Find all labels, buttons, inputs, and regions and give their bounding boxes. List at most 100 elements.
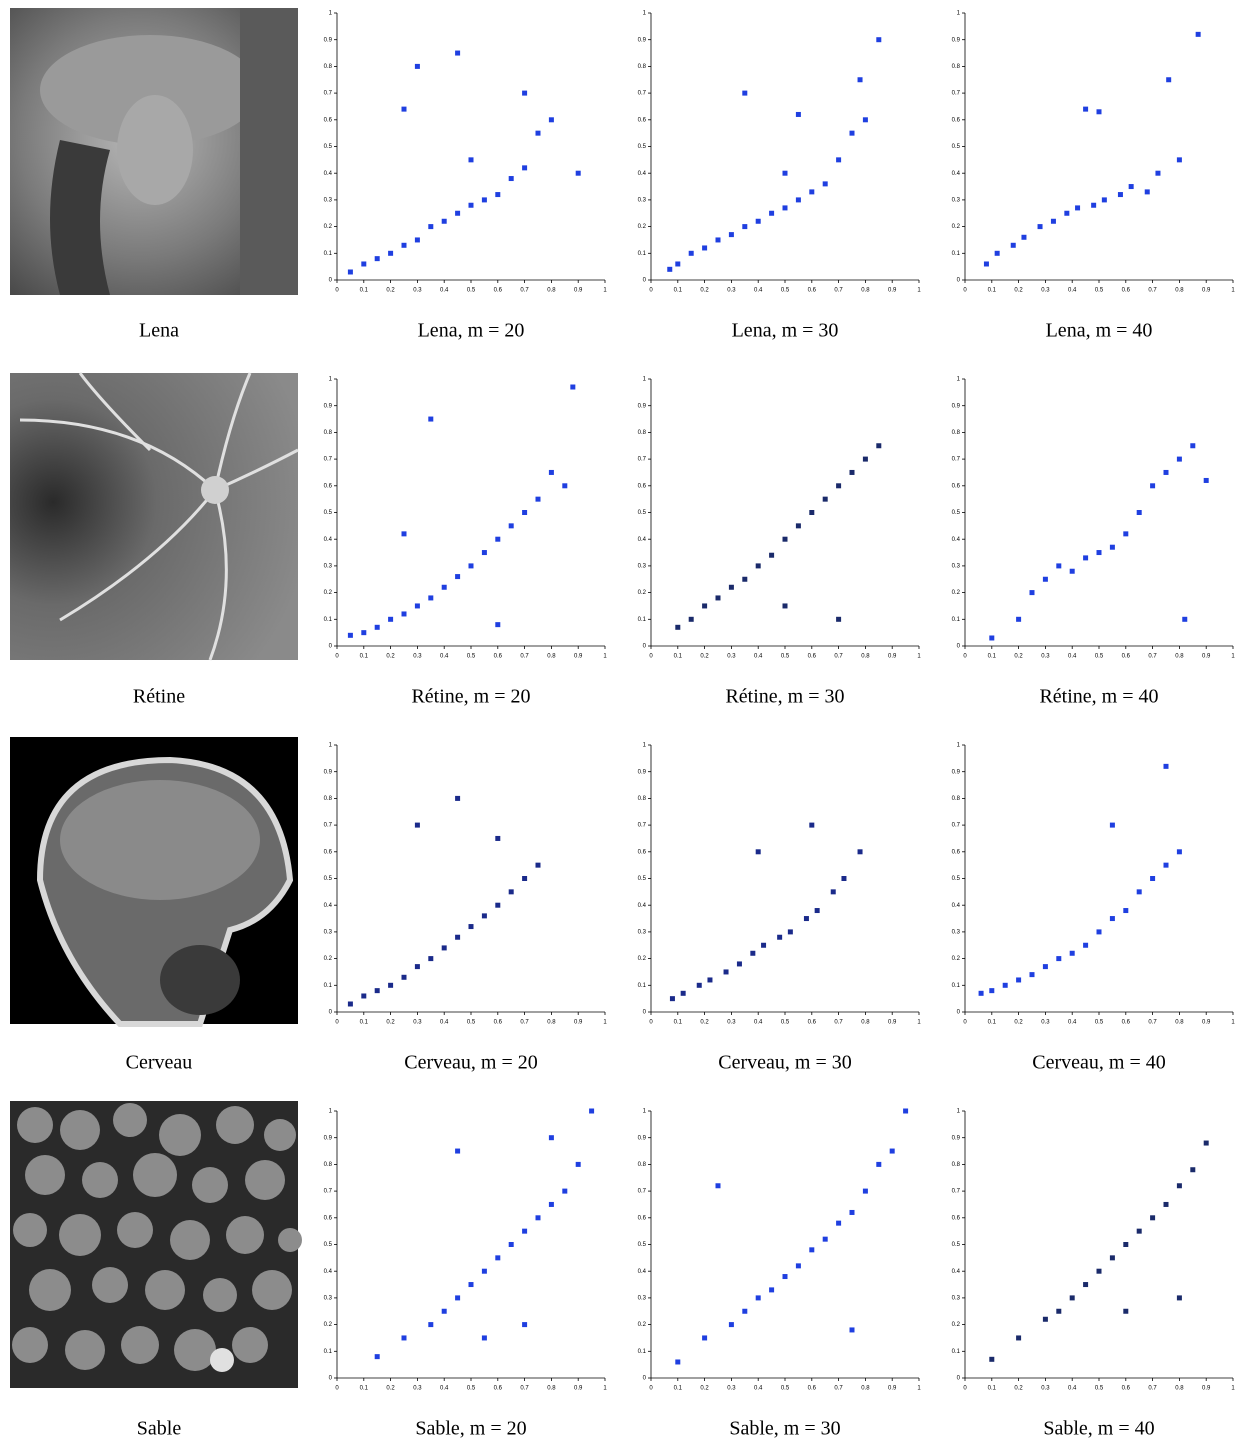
x-tick-label: 0.7 [1148, 1020, 1157, 1026]
point [862, 117, 868, 123]
point [715, 1183, 721, 1189]
x-tick-label: 0.2 [700, 1020, 709, 1026]
point [374, 1354, 380, 1360]
y-tick-label: 0 [329, 644, 333, 650]
point [1163, 1201, 1169, 1207]
point [414, 964, 420, 970]
point [1136, 510, 1142, 515]
x-tick-label: 0.4 [754, 654, 763, 660]
y-tick-label: 0 [329, 278, 333, 284]
point [508, 889, 514, 895]
x-tick-label: 0.6 [494, 1386, 503, 1392]
point [876, 37, 882, 43]
x-tick-label: 0.6 [1122, 1020, 1131, 1026]
point [889, 1148, 895, 1154]
x-tick-label: 0.6 [1122, 654, 1131, 660]
point [481, 197, 487, 203]
point [702, 1335, 708, 1341]
x-tick-label: 0.3 [413, 1020, 422, 1026]
y-tick-label: 0.5 [638, 876, 647, 882]
x-tick-label: 0.5 [781, 1386, 790, 1392]
point [1096, 1268, 1102, 1274]
point [755, 1295, 761, 1301]
y-tick-label: 0 [643, 644, 647, 650]
point [1069, 950, 1075, 956]
y-tick-label: 0.4 [324, 903, 333, 909]
x-tick-label: 1 [917, 654, 921, 660]
y-tick-label: 0.4 [952, 903, 961, 909]
point [803, 916, 809, 922]
point [1002, 982, 1008, 988]
plot-caption: Lena, m = 40 [1046, 320, 1153, 342]
y-tick-label: 0.4 [324, 171, 333, 177]
plot-caption: Sable, m = 20 [415, 1418, 526, 1438]
point [495, 902, 501, 908]
y-tick-label: 0.4 [638, 903, 647, 909]
y-tick-label: 0.1 [638, 983, 647, 989]
point [836, 157, 842, 163]
x-tick-label: 0.9 [888, 1386, 897, 1392]
y-tick-label: 0.2 [952, 956, 961, 962]
y-tick-label: 1 [957, 1109, 961, 1115]
point [522, 90, 528, 96]
y-tick-label: 0.3 [638, 1295, 647, 1301]
point [1123, 908, 1129, 914]
x-tick-label: 0.5 [781, 654, 790, 660]
point [1083, 555, 1089, 561]
x-tick-label: 0.6 [808, 1020, 817, 1026]
y-tick-label: 0.8 [952, 796, 961, 802]
point [1123, 1242, 1129, 1247]
x-tick-label: 0.6 [1122, 288, 1131, 294]
point [707, 977, 713, 983]
point [1123, 531, 1129, 537]
point [1109, 916, 1115, 922]
y-tick-label: 0.5 [638, 144, 647, 150]
point [1163, 862, 1169, 868]
x-tick-label: 0.9 [1202, 1386, 1211, 1392]
point [508, 1242, 514, 1247]
x-tick-label: 0.5 [1095, 288, 1104, 294]
x-tick-label: 0.6 [494, 1020, 503, 1026]
point [1166, 77, 1172, 83]
x-tick-label: 0.2 [386, 654, 395, 660]
point [849, 1327, 855, 1333]
point [455, 795, 461, 801]
x-tick-label: 1 [917, 1386, 921, 1392]
plot-caption: Rétine, m = 40 [1039, 686, 1158, 708]
point [495, 192, 501, 198]
y-tick-label: 0.5 [324, 1242, 333, 1248]
x-tick-label: 0.4 [754, 1386, 763, 1392]
y-tick-label: 0.3 [324, 929, 333, 935]
y-tick-label: 0 [643, 278, 647, 284]
x-tick-label: 0.1 [674, 288, 683, 294]
y-tick-label: 0.5 [952, 876, 961, 882]
y-tick-label: 0.8 [324, 430, 333, 436]
x-tick-label: 0.4 [1068, 288, 1077, 294]
x-tick-label: 0.8 [861, 654, 870, 660]
y-tick-label: 0.2 [638, 1322, 647, 1328]
point [495, 536, 501, 542]
point [441, 584, 447, 590]
y-tick-label: 1 [957, 11, 961, 17]
x-tick-label: 0.3 [1041, 288, 1050, 294]
point [1083, 942, 1089, 948]
point [455, 50, 461, 56]
x-tick-label: 0 [335, 288, 339, 294]
y-tick-label: 0.7 [638, 91, 647, 97]
y-tick-label: 0.3 [952, 563, 961, 569]
y-tick-label: 0.4 [324, 1269, 333, 1275]
point [755, 218, 761, 224]
y-tick-label: 0.3 [638, 197, 647, 203]
point [1029, 590, 1035, 596]
point [1203, 1140, 1209, 1146]
y-tick-label: 0.3 [324, 1295, 333, 1301]
x-tick-label: 0.8 [547, 1386, 556, 1392]
y-tick-label: 0.2 [952, 1322, 961, 1328]
x-tick-label: 0.1 [674, 1386, 683, 1392]
point [401, 1335, 407, 1341]
y-tick-label: 0.6 [952, 483, 961, 489]
y-tick-label: 0.4 [638, 1269, 647, 1275]
point [1190, 443, 1196, 449]
point [795, 523, 801, 529]
